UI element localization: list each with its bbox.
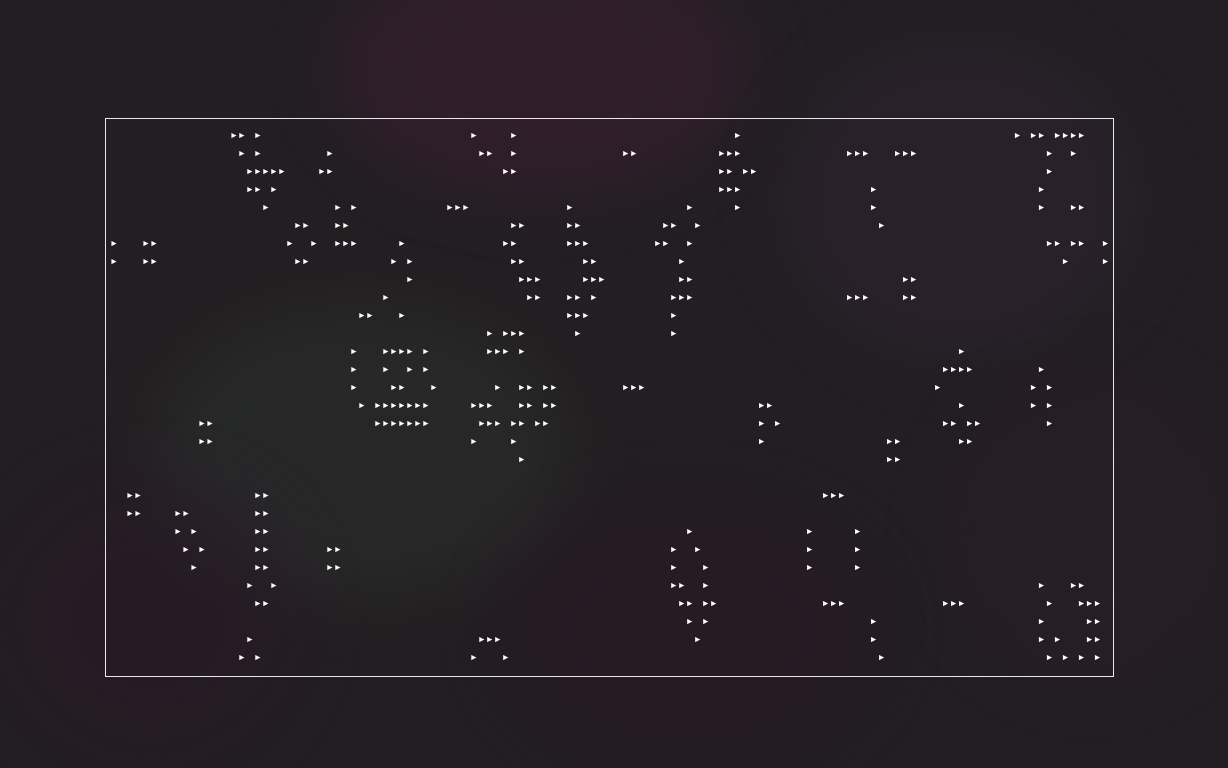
glyph-row: ▸ ▸ ▸ ▸ ▸ ▸ ▸ ▸ ▸ [110,650,1102,665]
glyph-row: ▸ ▸▸ [110,452,902,467]
glyph-row: ▸ ▸▸ ▸▸ ▸ ▸▸▸ ▸▸▸ ▸▸ [110,290,918,305]
glyph-row: ▸▸ ▸ ▸▸▸ ▸ ▸ [110,182,1046,197]
glyph-row: ▸ ▸▸ ▸▸ ▸ ▸ ▸▸ ▸▸ ▸ ▸ ▸ [110,254,1110,269]
glyph-row: ▸ ▸▸ ▸ ▸ ▸▸▸ ▸ ▸▸ ▸▸▸ ▸▸ ▸ ▸▸ ▸▸ ▸ [110,236,1110,251]
glyph-row: ▸ ▸▸▸ ▸▸▸ ▸▸ ▸▸ [110,272,918,287]
glyph-row: ▸ ▸ ▸ ▸▸▸ ▸ ▸ ▸ ▸ ▸ ▸▸ [110,200,1086,215]
wallpaper-shape [950,380,1228,680]
glyph-row: ▸▸ ▸▸ ▸▸ ▸▸▸ ▸▸▸ ▸ ▸▸▸ [110,596,1102,611]
glyph-row: ▸▸ ▸▸ ▸▸ ▸▸ ▸▸ ▸ ▸ [110,218,886,233]
glyph-row: ▸▸▸▸▸ ▸▸ ▸▸ ▸▸ ▸▸ ▸ [110,164,1054,179]
glyph-row: ▸ ▸ ▸ ▸ ▸▸▸▸ ▸ [110,362,1046,377]
glyph-row: ▸ ▸▸▸▸ ▸ ▸▸▸ ▸ ▸ [110,344,966,359]
glyph-row: ▸ ▸▸▸ ▸ ▸ ▸ ▸ ▸▸ [110,632,1102,647]
glyph-row: ▸▸ ▸▸▸▸▸▸▸ ▸▸▸ ▸▸ ▸▸ ▸ ▸ ▸▸ ▸▸ ▸ [110,416,1054,431]
glyph-row: ▸▸ ▸ ▸ ▸ ▸ ▸ ▸▸ ▸▸▸▸ [110,128,1086,143]
glyph-row: ▸ ▸ ▸ ▸▸ ▸ ▸▸ ▸▸▸ ▸▸▸ ▸▸▸ ▸ ▸ [110,146,1078,161]
glyph-row: ▸ ▸▸ ▸▸ ▸ ▸ ▸ ▸ [110,560,862,575]
glyph-row: ▸ ▸▸▸▸▸▸▸ ▸▸▸ ▸▸ ▸▸ ▸▸ ▸ ▸ ▸ [110,398,1054,413]
glyph-row: ▸ ▸ ▸▸ ▸ ▸ ▸▸ [110,578,1086,593]
glyph-row: ▸ ▸ ▸ ▸ ▸▸ [110,614,1102,629]
glyph-row: ▸ ▸ ▸▸ ▸▸ ▸ ▸ ▸ ▸ [110,542,862,557]
wallpaper-shape [500,500,880,760]
glyph-row: ▸▸ ▸▸ ▸▸▸ [110,488,846,503]
glyph-row: ▸ ▸▸▸ ▸ ▸ [110,326,678,341]
wallpaper-shape [0,480,300,760]
wallpaper-shape [330,0,750,200]
glyph-row: ▸▸ ▸ ▸ ▸ ▸▸ ▸▸ [110,434,974,449]
glyph-row: ▸▸ ▸ ▸▸▸ ▸ [110,308,678,323]
glyph-row: ▸▸ ▸▸ ▸▸ [110,506,270,521]
glyph-row: ▸ ▸▸ ▸ ▸ ▸▸ ▸▸ ▸▸▸ ▸ ▸ ▸ [110,380,1054,395]
display-frame [105,118,1114,677]
wallpaper-shape [780,40,1140,360]
glyph-row: ▸ ▸ ▸▸ ▸ ▸ ▸ [110,524,862,539]
